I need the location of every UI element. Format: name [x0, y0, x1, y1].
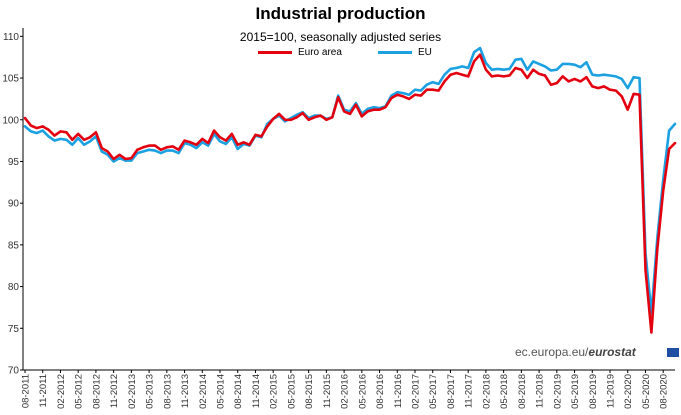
source-brand: eurostat	[588, 345, 636, 359]
chart-subtitle: 2015=100, seasonally adjusted series	[239, 30, 442, 44]
x-tick-label-05-2013: 05-2013	[145, 374, 156, 409]
series-line-euro-area	[23, 53, 677, 334]
legend-item-eu: EU	[378, 47, 432, 58]
chart-title: Industrial production	[255, 4, 426, 23]
legend-item-euro-area: Euro area	[258, 47, 342, 58]
x-tick-label-05-2016: 05-2016	[357, 374, 368, 409]
x-tick-label-05-2019: 05-2019	[570, 374, 581, 409]
x-tick-label-02-2012: 02-2012	[56, 374, 67, 409]
y-tick-label-90: 90	[8, 199, 20, 210]
x-tick-label-05-2014: 05-2014	[216, 374, 227, 409]
legend-label-eu: EU	[418, 47, 432, 58]
x-tick-label-08-2012: 08-2012	[91, 374, 102, 409]
legend-swatch-eu	[378, 51, 412, 54]
x-tick-label-05-2015: 05-2015	[286, 374, 297, 409]
y-tick-label-110: 110	[3, 32, 19, 43]
x-tick-label-11-2011: 11-2011	[38, 374, 49, 407]
x-tick-label-05-2020: 05-2020	[641, 374, 652, 409]
source-domain: ec.europa.eu/	[515, 345, 589, 359]
x-tick-label-02-2017: 02-2017	[411, 374, 422, 409]
y-tick-label-100: 100	[2, 115, 19, 126]
legend-label-euro-area: Euro area	[298, 47, 342, 58]
x-tick-label-11-2018: 11-2018	[535, 374, 546, 408]
x-tick-label-11-2019: 11-2019	[606, 374, 617, 408]
x-tick-label-05-2018: 05-2018	[499, 374, 510, 409]
x-tick-label-02-2016: 02-2016	[340, 374, 351, 409]
y-tick-label-95: 95	[8, 157, 20, 168]
y-tick-label-105: 105	[2, 74, 19, 85]
eu-flag-icon	[667, 348, 679, 357]
x-tick-label-02-2013: 02-2013	[127, 374, 138, 409]
x-tick-label-08-2011: 08-2011	[21, 374, 32, 408]
x-tick-label-08-2015: 08-2015	[304, 374, 315, 409]
x-tick-label-08-2020: 08-2020	[659, 374, 670, 409]
x-tick-label-08-2019: 08-2019	[588, 374, 599, 409]
x-tick-label-08-2014: 08-2014	[233, 374, 244, 409]
x-tick-label-02-2019: 02-2019	[552, 374, 563, 409]
x-tick-label-02-2015: 02-2015	[269, 374, 280, 409]
x-tick-label-08-2018: 08-2018	[517, 374, 528, 409]
y-tick-label-75: 75	[8, 324, 20, 335]
x-tick-label-05-2017: 05-2017	[428, 374, 439, 409]
x-tick-label-05-2012: 05-2012	[74, 374, 85, 409]
x-tick-label-11-2012: 11-2012	[109, 374, 120, 408]
y-tick-label-70: 70	[8, 366, 20, 377]
y-tick-label-85: 85	[8, 240, 20, 251]
series-line-eu	[23, 46, 677, 315]
source-credit: ec.europa.eu/eurostat	[515, 345, 636, 359]
x-tick-label-08-2016: 08-2016	[375, 374, 386, 409]
legend-swatch-euro-area	[258, 51, 292, 54]
x-tick-label-11-2014: 11-2014	[251, 374, 262, 408]
x-tick-label-11-2017: 11-2017	[464, 374, 475, 408]
x-tick-label-02-2014: 02-2014	[198, 374, 209, 409]
x-tick-label-02-2020: 02-2020	[623, 374, 634, 409]
x-tick-label-08-2017: 08-2017	[446, 374, 457, 409]
x-tick-label-08-2013: 08-2013	[162, 374, 173, 409]
y-tick-label-80: 80	[8, 282, 20, 293]
x-tick-label-11-2013: 11-2013	[180, 374, 191, 408]
x-tick-label-11-2015: 11-2015	[322, 374, 333, 408]
x-tick-label-02-2018: 02-2018	[481, 374, 492, 409]
x-tick-label-11-2016: 11-2016	[393, 374, 404, 408]
